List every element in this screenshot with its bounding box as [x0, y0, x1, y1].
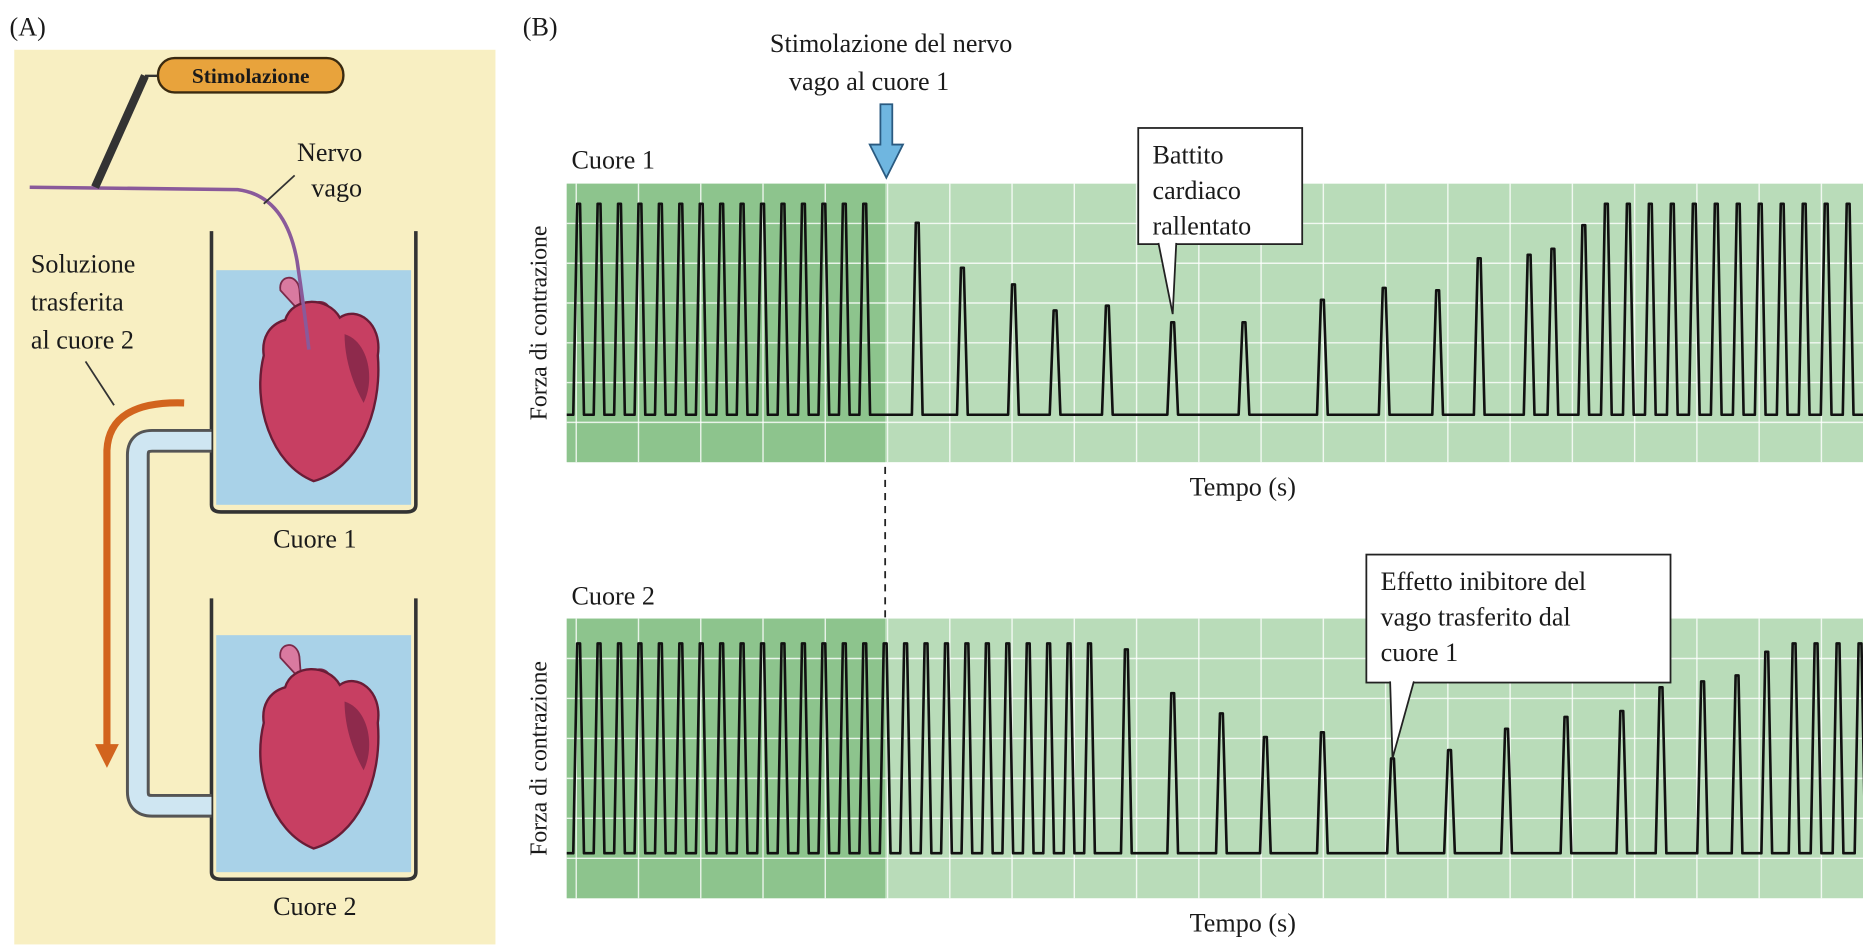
stimulus-label: vago al cuore 1: [789, 67, 949, 96]
callout-text: cardiaco: [1152, 176, 1240, 205]
callout-pointer: [1389, 681, 1415, 759]
callout-text: vago trasferito dal: [1381, 603, 1571, 632]
beaker-1: [209, 231, 418, 514]
transfer-arrow: [103, 399, 185, 747]
nerve-label: Nervo: [297, 138, 362, 167]
solution-label: al cuore 2: [31, 325, 134, 354]
callout-box: [1137, 127, 1304, 245]
solution-label: Soluzione: [31, 250, 136, 279]
contraction-trace: [566, 642, 1863, 855]
stimulation-box: [156, 56, 345, 94]
panel-label: (B): [523, 13, 558, 42]
y-axis-label: Forza di contrazione: [527, 661, 553, 856]
trace-title: Cuore 1: [571, 145, 654, 174]
nerve-label: vago: [311, 174, 362, 203]
callout-text: rallentato: [1152, 212, 1251, 241]
stimulus-label: Stimolazione del nervo: [770, 29, 1012, 58]
traces: Cuore 1 Forza di contrazione Tempo (s) Batt…: [527, 127, 1863, 937]
stimulus-arrow: [868, 103, 905, 180]
callout-box: [1365, 553, 1672, 684]
callout-text: Battito: [1152, 141, 1223, 170]
heart-shade: [344, 701, 370, 771]
callout-pointer: [1157, 242, 1178, 315]
beaker-2: [209, 598, 418, 882]
heart-2-group: [259, 644, 380, 850]
callout-text: Effetto inibitore del: [1381, 567, 1587, 596]
leader-line: [263, 174, 296, 205]
solution-label: trasferita: [31, 288, 124, 317]
heart-label: Cuore 1: [273, 525, 356, 554]
stimulation-label: Stimolazione: [192, 64, 310, 88]
transfer-arrowhead: [95, 744, 119, 768]
trace-title: Cuore 2: [571, 581, 654, 610]
y-axis-label: Forza di contrazione: [527, 226, 553, 421]
heart: [259, 276, 380, 483]
x-axis-label: Tempo (s): [1190, 908, 1296, 937]
panel-label: (A): [10, 13, 46, 42]
heart-shade: [344, 334, 370, 403]
tube: [128, 431, 212, 815]
callout-text: cuore 1: [1381, 638, 1459, 667]
leader-line: [84, 360, 115, 406]
x-axis-label: Tempo (s): [1190, 472, 1296, 501]
electrode: [91, 74, 149, 189]
contraction-trace: [566, 202, 1863, 417]
heart-label: Cuore 2: [273, 892, 356, 921]
vagus-nerve: [29, 185, 311, 350]
